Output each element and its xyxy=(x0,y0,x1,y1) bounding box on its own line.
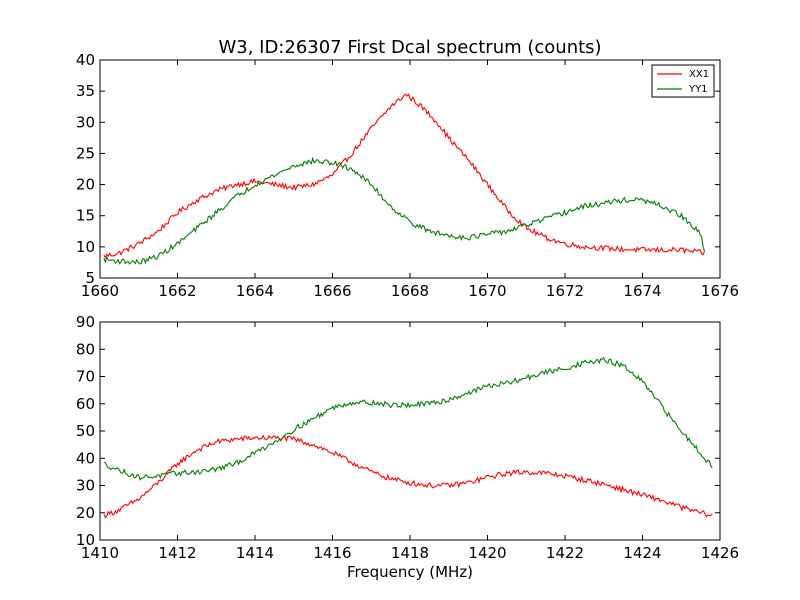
x-axis-label: Frequency (MHz) xyxy=(347,563,473,581)
series-line-yy1 xyxy=(103,156,706,265)
y-tick-label: 70 xyxy=(76,368,95,386)
x-tick-label: 1410 xyxy=(81,544,119,562)
x-tick-label: 1420 xyxy=(468,544,506,562)
y-tick-label: 20 xyxy=(76,504,95,522)
series-line-series-0 xyxy=(103,434,713,519)
y-tick-label: 25 xyxy=(76,144,95,162)
legend-label-xx1: XX1 xyxy=(689,69,709,80)
series-line-xx1 xyxy=(103,93,706,259)
series-line-series-1 xyxy=(103,356,713,481)
y-tick-label: 90 xyxy=(76,313,95,331)
x-tick-label: 1672 xyxy=(546,282,584,300)
y-tick-label: 35 xyxy=(76,82,95,100)
x-tick-label: 1662 xyxy=(158,282,196,300)
y-tick-label: 60 xyxy=(76,395,95,413)
x-tick-label: 1424 xyxy=(623,544,661,562)
x-tick-label: 1412 xyxy=(158,544,196,562)
x-tick-label: 1414 xyxy=(236,544,274,562)
y-tick-label: 15 xyxy=(76,207,95,225)
x-tick-label: 1670 xyxy=(468,282,506,300)
bottom-panel: 1410 1412 1414 1416 1418 1420 1422 1424 1426 10 20… xyxy=(76,313,739,581)
y-tick-label: 80 xyxy=(76,340,95,358)
legend-label-yy1: YY1 xyxy=(688,84,708,95)
y-tick-label: 40 xyxy=(76,51,95,69)
x-tick-label: 1416 xyxy=(313,544,351,562)
x-tick-label: 1422 xyxy=(546,544,584,562)
y-tick-label: 5 xyxy=(85,269,95,287)
x-tick-label: 1426 xyxy=(701,544,739,562)
y-tick-label: 10 xyxy=(76,238,95,256)
x-tick-label: 1418 xyxy=(391,544,429,562)
top-panel: W3, ID:26307 First Dcal spectrum (counts… xyxy=(76,37,739,300)
y-tick-label: 10 xyxy=(76,531,95,549)
y-tick-label: 20 xyxy=(76,176,95,194)
y-tick-label: 40 xyxy=(76,449,95,467)
chart-title: W3, ID:26307 First Dcal spectrum (counts… xyxy=(218,37,601,58)
x-tick-label: 1674 xyxy=(623,282,661,300)
x-tick-label: 1666 xyxy=(313,282,351,300)
y-tick-label: 50 xyxy=(76,422,95,440)
y-tick-label: 30 xyxy=(76,113,95,131)
x-tick-label: 1676 xyxy=(701,282,739,300)
x-tick-label: 1660 xyxy=(81,282,119,300)
x-tick-label: 1668 xyxy=(391,282,429,300)
legend: XX1 YY1 xyxy=(651,64,715,98)
y-tick-label: 30 xyxy=(76,477,95,495)
legend-box xyxy=(651,64,715,98)
x-tick-label: 1664 xyxy=(236,282,274,300)
